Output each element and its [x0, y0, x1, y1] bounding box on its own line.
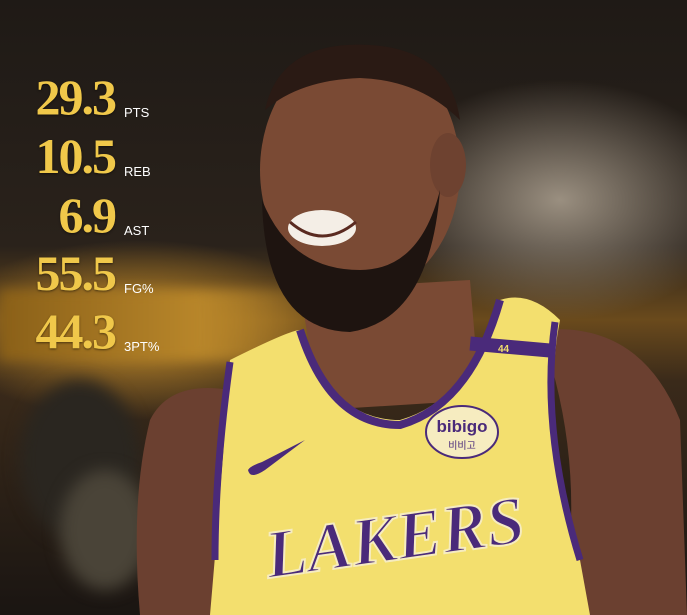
- stat-value: 55.5: [35, 245, 117, 301]
- swoosh-logo: [248, 440, 305, 475]
- sponsor-patch: [425, 405, 499, 459]
- stat-row-reb: 10.5 REB: [20, 121, 180, 181]
- stat-label: PTS: [124, 105, 150, 120]
- jersey-collar-trim: [296, 298, 504, 430]
- sponsor-logo-korean: 비비고: [448, 440, 476, 452]
- stat-label: 3PT%: [124, 339, 160, 354]
- jersey-strap: [469, 336, 551, 358]
- stat-row-fg: 55.5 FG%: [20, 238, 180, 298]
- stat-value: 10.5: [35, 128, 117, 184]
- stat-value: 44.3: [35, 303, 117, 359]
- stat-label: FG%: [124, 281, 154, 296]
- stat-value: 6.9: [58, 187, 117, 243]
- jersey-armhole-trim: [211, 361, 234, 561]
- jersey-armhole-trim: [547, 321, 584, 562]
- stat-row-pts: 29.3 PTS: [20, 62, 180, 122]
- smile: [288, 210, 356, 246]
- hair: [265, 44, 460, 120]
- stat-label: REB: [124, 164, 151, 179]
- ear: [430, 133, 466, 197]
- crowd-blur: [60, 470, 150, 590]
- jersey: [210, 297, 590, 615]
- stat-value: 29.3: [35, 69, 117, 125]
- lip-line: [289, 220, 357, 238]
- stat-row-ast: 6.9 AST: [20, 180, 180, 240]
- stat-label: AST: [124, 223, 150, 238]
- beard: [262, 190, 440, 332]
- stat-row-3pt: 44.3 3PT%: [20, 296, 180, 356]
- strap-number: 44: [498, 344, 510, 355]
- sponsor-logo-text: bibigo: [437, 417, 488, 436]
